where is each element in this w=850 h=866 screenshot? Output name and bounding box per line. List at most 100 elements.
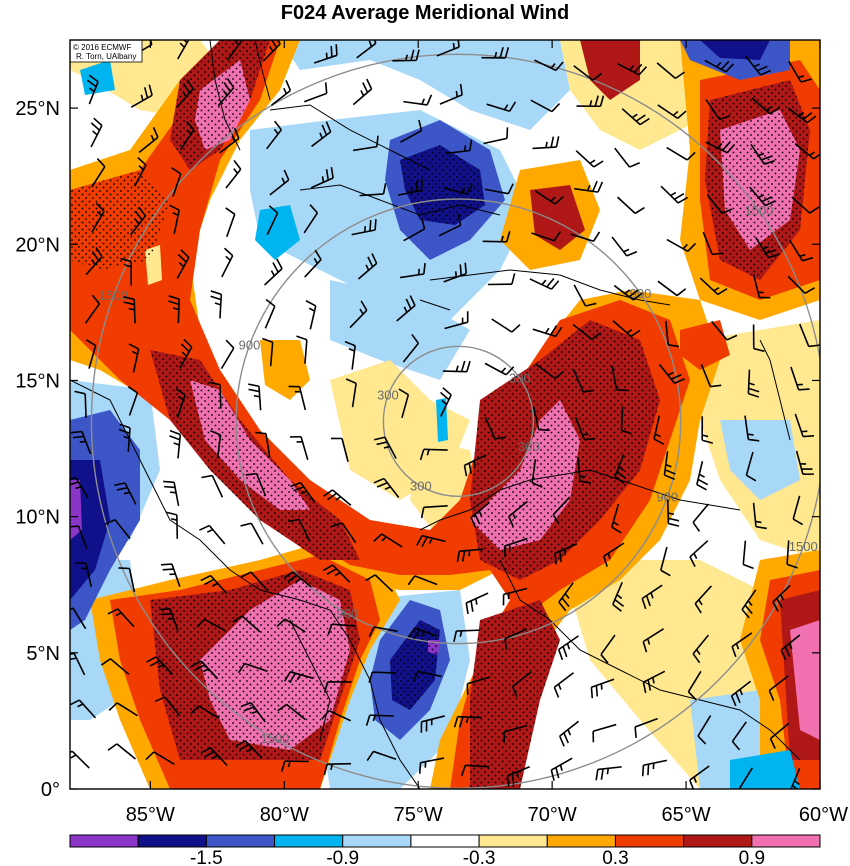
wind-barb (70, 607, 87, 630)
colorbar-swatch (69, 834, 139, 848)
wind-barb (303, 204, 319, 234)
range-ring-label: 300 (377, 388, 399, 403)
wind-barb (731, 721, 747, 751)
wind-barb (237, 662, 268, 674)
colorbar-swatch (614, 834, 685, 848)
wind-barb (656, 62, 685, 80)
wind-barb (699, 277, 728, 296)
wind-barb (276, 618, 306, 633)
wind-barb (169, 429, 182, 459)
wind-barb (210, 290, 223, 319)
wind-barb (283, 571, 312, 588)
wind-barb (752, 324, 765, 353)
wind-barb (711, 320, 738, 341)
wind-barb (576, 95, 605, 108)
wind-barb (163, 480, 180, 507)
wind-barb (123, 296, 136, 324)
wind-barb (269, 169, 290, 196)
wind-barb (145, 751, 175, 766)
wind-barb (751, 97, 780, 115)
wind-barb (511, 671, 532, 697)
wind-barb (418, 757, 445, 774)
lat-label: 20°N (15, 234, 60, 256)
range-ring-label: 900 (239, 337, 261, 352)
wind-barb (179, 120, 195, 151)
wind-barb (786, 540, 798, 569)
wind-barb (313, 44, 338, 64)
wind-barb (503, 537, 528, 558)
wind-barb (107, 743, 136, 760)
wind-barb (200, 574, 228, 594)
wind-barb (484, 183, 514, 195)
wind-barb (321, 709, 352, 722)
wind-barb (789, 239, 814, 262)
wind-barb (614, 147, 640, 168)
wind-barb (553, 543, 578, 565)
wind-barb (177, 40, 190, 60)
wind-barb (444, 311, 469, 330)
wind-barb (436, 40, 460, 57)
wind-barb (86, 74, 99, 105)
wind-barb (704, 59, 735, 73)
wind-barb (129, 206, 147, 236)
wind-barb (331, 522, 357, 544)
wind-barb (75, 562, 93, 587)
wind-barb (768, 675, 789, 701)
wind-barb (572, 369, 595, 393)
wind-barb (595, 766, 622, 781)
wind-barb (70, 699, 97, 719)
wind-barb (90, 117, 103, 148)
wind-barb (217, 78, 235, 107)
wind-barb (303, 82, 328, 103)
wind-barb (262, 40, 281, 62)
wind-barb (453, 629, 481, 643)
wind-barb (702, 231, 724, 256)
lat-label: 5°N (26, 643, 60, 665)
wind-barb (739, 767, 754, 789)
wind-barb (700, 363, 722, 388)
range-ring (235, 198, 682, 645)
wind-barb (438, 214, 462, 237)
wind-barb (442, 360, 471, 373)
wind-barb (349, 300, 368, 329)
wind-barb (196, 618, 227, 632)
wind-barb (176, 79, 194, 108)
wind-barb (353, 135, 379, 152)
colorbar-label: 0.9 (739, 848, 765, 866)
wind-barb (558, 582, 574, 612)
wind-barb (752, 502, 767, 530)
wind-barb (577, 457, 592, 484)
wind-barb (611, 236, 638, 257)
wind-barb (209, 381, 222, 409)
wind-barb (799, 323, 820, 348)
wind-barb (575, 150, 604, 168)
wind-barbs (70, 40, 820, 789)
wind-barb (407, 575, 438, 586)
wind-barb (255, 431, 271, 458)
wind-barb (397, 179, 424, 196)
wind-barb (621, 108, 650, 126)
wind-barb (465, 592, 489, 615)
wind-barb (245, 472, 267, 497)
range-rings: 300 300 300 300 900 900 900 900 1500 1500 1500 1500 (90, 53, 820, 789)
range-ring-label: 1500 (99, 288, 128, 303)
colorbar-label: -0.9 (326, 848, 359, 866)
wind-barb (232, 615, 261, 633)
wind-barb (502, 587, 528, 606)
wind-barb (745, 451, 757, 482)
range-ring-label: 300 (509, 370, 531, 385)
wind-barb (614, 454, 627, 484)
wind-barb (351, 218, 377, 236)
wind-barb (532, 406, 550, 431)
colorbar-swatch (342, 834, 412, 848)
wind-barb (248, 383, 262, 411)
wind-barb (611, 503, 622, 534)
coastlines (70, 40, 801, 789)
wind-barb (657, 104, 687, 120)
wind-barb (359, 183, 387, 197)
wind-barb (692, 634, 710, 664)
wind-barb (483, 127, 509, 145)
wind-barb (573, 284, 597, 307)
wind-barb (407, 627, 438, 640)
range-ring-label: 900 (336, 606, 358, 621)
